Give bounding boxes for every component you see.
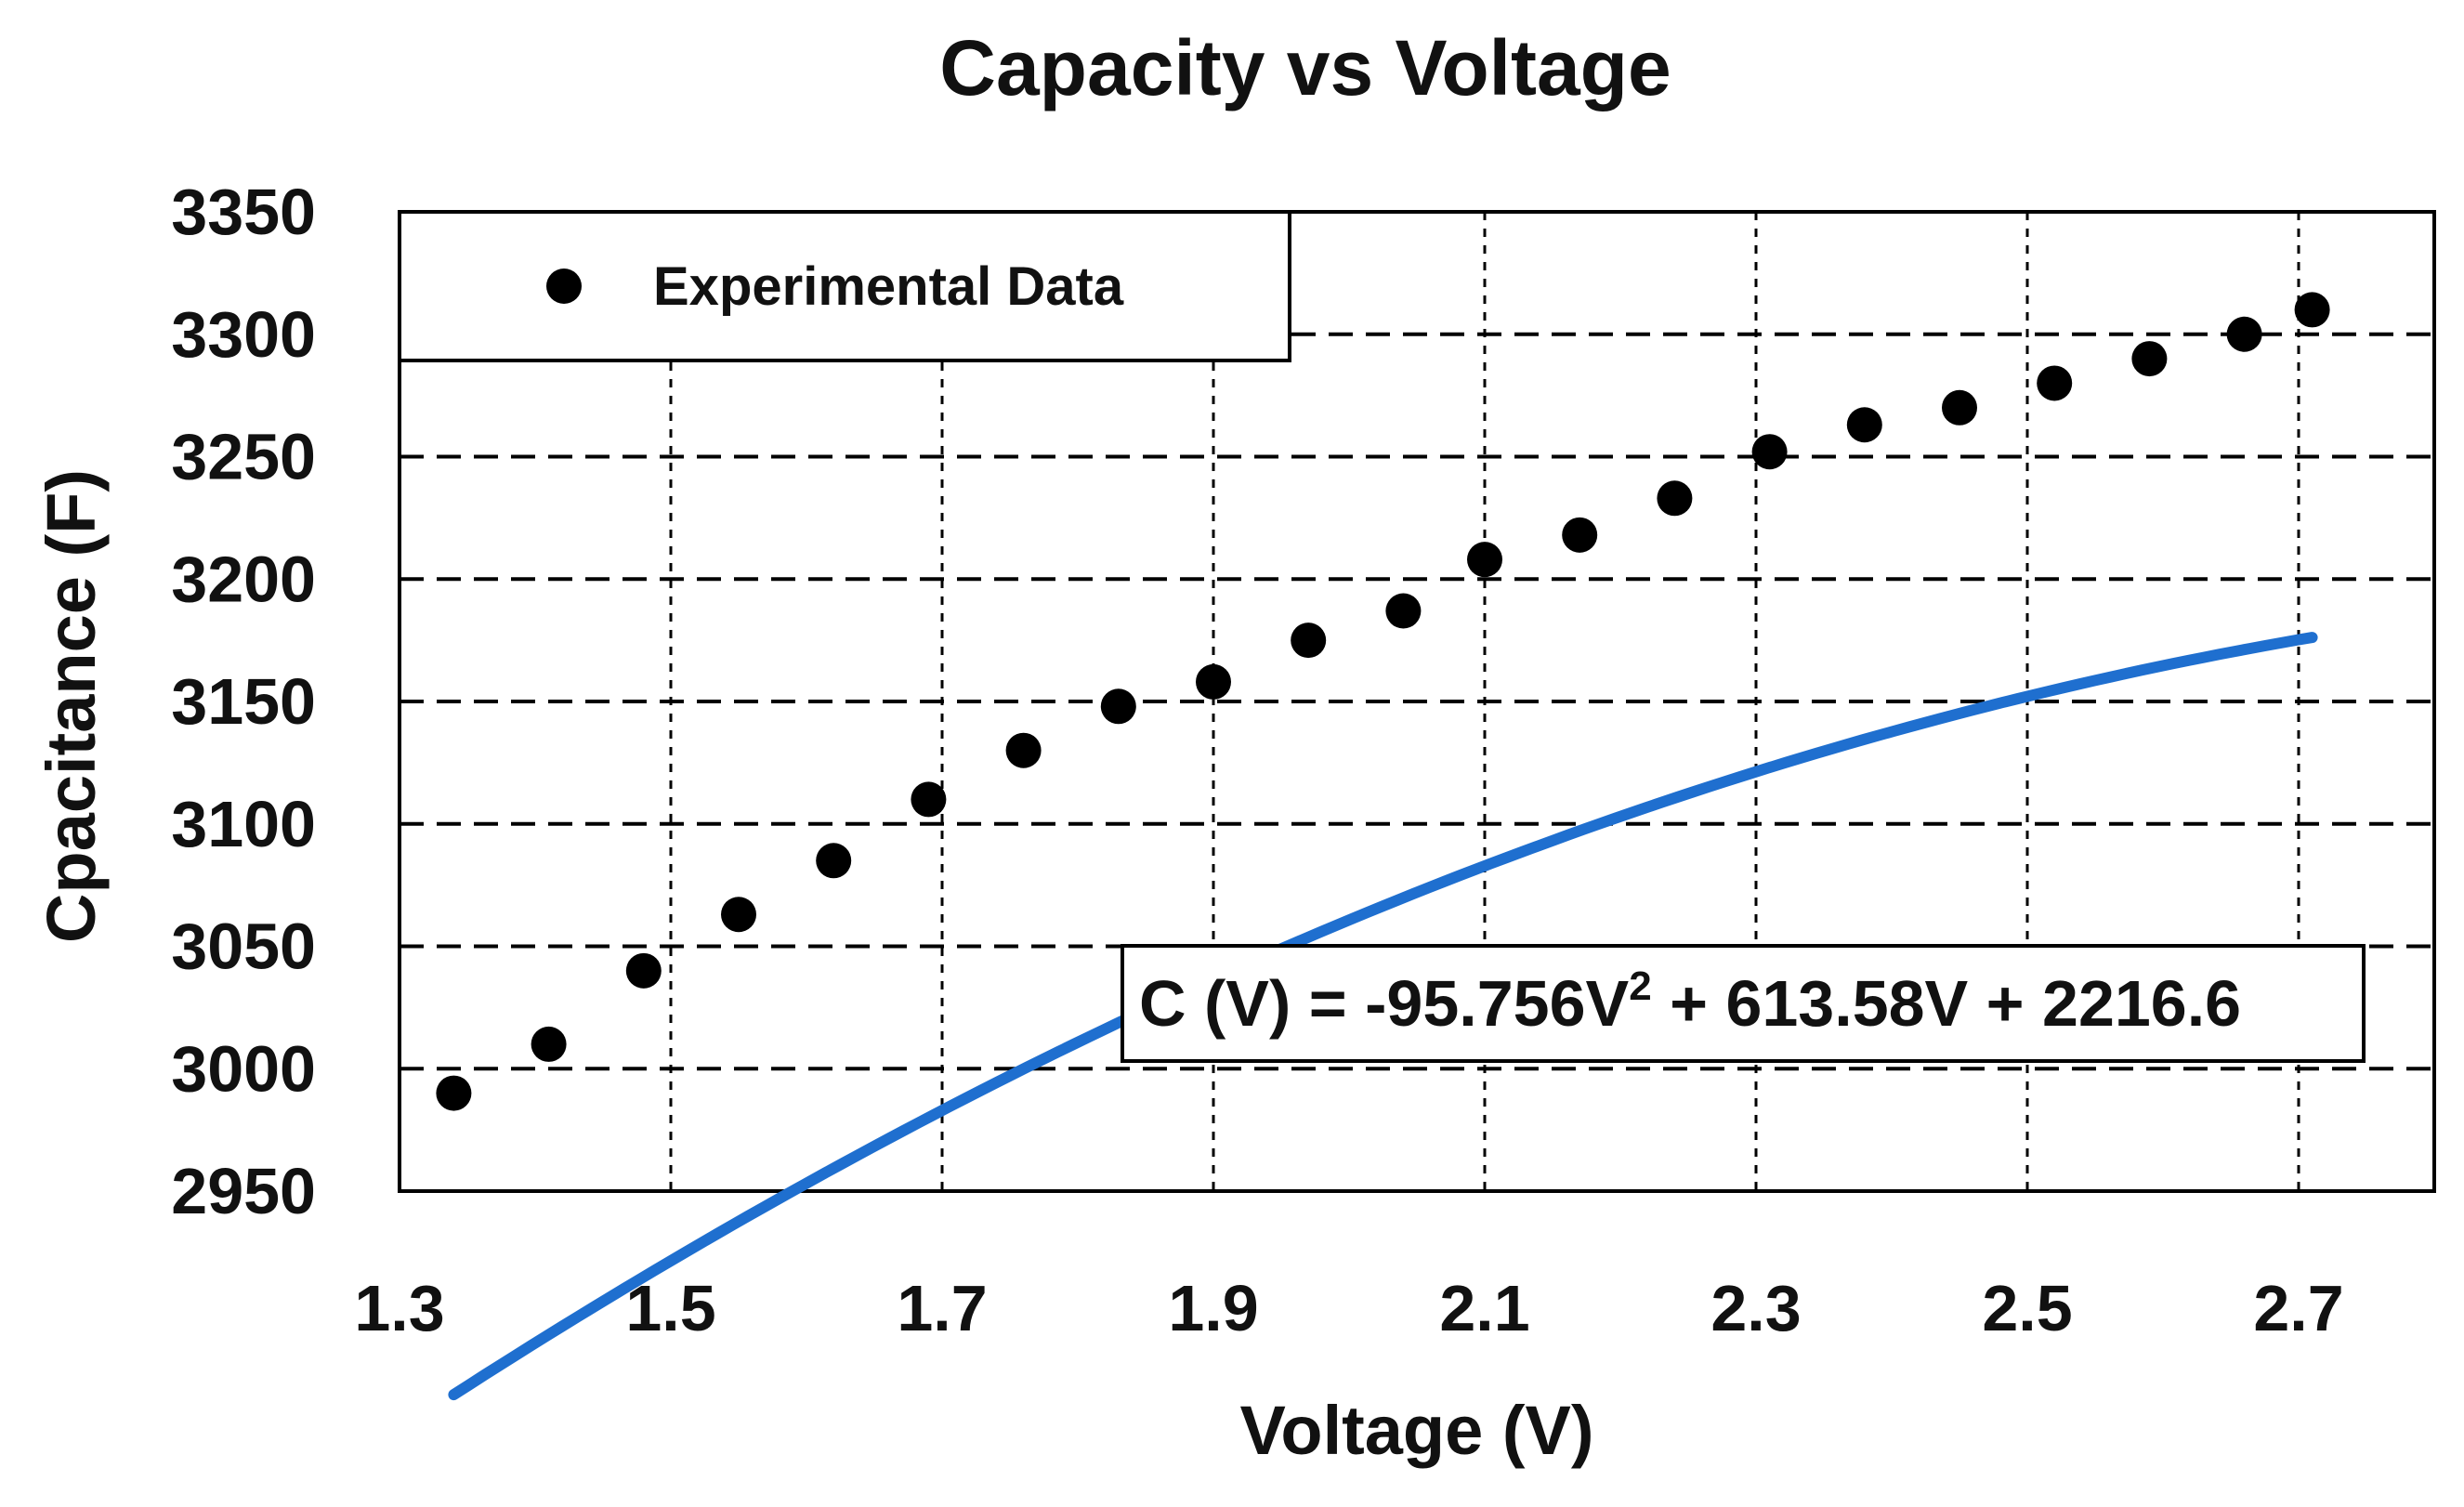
data-point [1942,389,1977,426]
x-tick-label: 1.7 [897,1272,987,1344]
legend: Experimental Data [398,210,1291,362]
data-point [721,897,756,933]
data-point [436,1075,472,1111]
equation-suffix: + 613.58V + 2216.6 [1652,967,2241,1040]
data-point [1385,593,1422,629]
data-point [1562,517,1598,553]
y-tick-label: 3000 [171,1032,316,1105]
y-tick-label: 3350 [171,176,316,248]
equation-text: C (V) = -95.756V2 + 613.58V + 2216.6 [1139,963,2241,1040]
x-tick-label: 2.7 [2253,1272,2343,1344]
fit-curve [448,632,2318,1401]
data-point [1751,434,1788,470]
data-point [1196,663,1231,700]
y-tick-label: 3250 [171,421,316,493]
x-tick-label: 1.9 [1168,1272,1258,1344]
y-axis-label: Cpacitance (F) [33,469,110,943]
data-point [625,952,662,989]
data-point [1467,542,1502,578]
equation-annotation: C (V) = -95.756V2 + 613.58V + 2216.6 [1121,944,2366,1063]
data-point [1100,688,1136,725]
y-tick-label: 2950 [171,1155,316,1227]
x-tick-label: 1.3 [354,1272,444,1344]
y-axis-ticks: 2950 3000 3050 3100 3150 3200 3250 3300 3350 [171,176,316,1227]
data-point [1291,622,1327,659]
data-point [816,843,852,879]
data-point [1657,480,1693,517]
equation-superscript: 2 [1629,963,1651,1009]
data-point [911,781,947,818]
equation-prefix: C (V) = -95.756V [1139,967,1629,1040]
data-point [2037,365,2073,401]
data-point [1846,407,1882,443]
equation-box [1121,944,2366,1063]
data-point [1005,732,1042,768]
x-tick-label: 2.3 [1710,1272,1801,1344]
x-tick-label: 2.1 [1439,1272,1529,1344]
data-point [2294,292,2330,328]
x-axis-ticks: 1.3 1.5 1.7 1.9 2.1 2.3 2.5 2.7 [354,1272,2343,1344]
plot-frame [398,210,2436,1193]
y-tick-label: 3100 [171,788,316,860]
x-tick-label: 2.5 [1982,1272,2072,1344]
data-point [531,1026,567,1062]
y-tick-label: 3200 [171,543,316,615]
x-axis-label: Voltage (V) [1240,1392,1594,1469]
legend-label: Experimental Data [653,256,1124,317]
data-point [2131,341,2168,377]
chart-title: Capacity vs Voltage [939,24,1671,111]
legend-marker [546,269,582,304]
y-tick-label: 3300 [171,298,316,371]
data-point [2226,316,2262,352]
series [436,292,2330,1401]
y-tick-label: 3150 [171,665,316,738]
y-tick-label: 3050 [171,911,316,983]
